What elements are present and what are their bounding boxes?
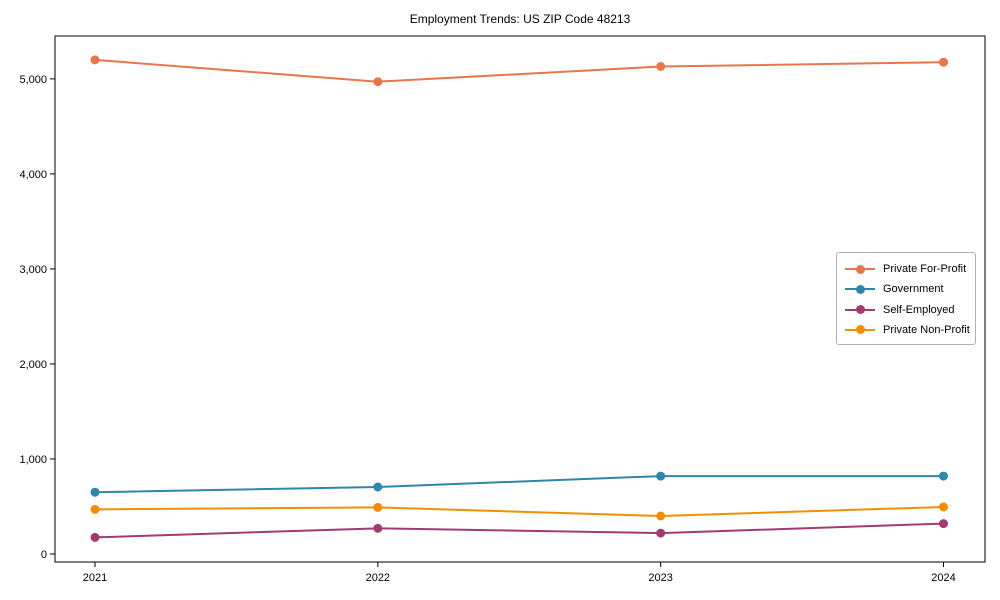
series-line-private-for-profit [94,58,944,83]
legend-label: Private Non-Profit [883,323,970,336]
data-point-private-non-profit [656,511,666,521]
legend-line-marker [845,325,875,335]
y-tick-label: 1,000 [19,454,47,466]
data-point-private-non-profit [373,502,383,512]
legend-item-self-employed: Self-Employed [845,300,967,320]
data-point-private-for-profit [656,61,666,71]
legend-line-marker [845,284,875,294]
x-tick-label: 2022 [366,572,390,584]
axes-frame [54,35,986,563]
y-tick-label: 3,000 [19,264,47,276]
legend-dot-icon [855,325,865,335]
legend-dot-icon [855,305,865,315]
x-tick-label: 2023 [648,572,672,584]
legend-label: Self-Employed [883,303,955,316]
y-tick-label: 5,000 [19,74,47,86]
y-tick-label: 0 [41,549,47,561]
data-point-private-for-profit [938,57,948,67]
data-point-government [656,471,666,481]
data-point-private-for-profit [90,55,100,65]
chart-title: Employment Trends: US ZIP Code 48213 [409,12,631,26]
legend-label: Government [883,283,944,296]
data-point-private-non-profit [938,502,948,512]
x-tick-label: 2021 [83,572,107,584]
data-point-self-employed [90,532,100,542]
legend-dot-icon [855,264,865,274]
y-tick-label: 2,000 [19,359,47,371]
legend-line-marker [845,264,875,274]
legend-line-marker [845,305,875,315]
data-point-self-employed [373,523,383,533]
data-point-government [373,482,383,492]
y-tick-label: 4,000 [19,169,47,181]
x-tick-label: 2024 [931,572,955,584]
data-point-government [90,487,100,497]
legend: Private For-Profit Government Self-Emplo… [836,252,976,345]
series-line-government [94,475,944,494]
legend-dot-icon [855,284,865,294]
legend-item-private-non-profit: Private Non-Profit [845,320,970,340]
data-point-self-employed [938,519,948,529]
series-line-private-non-profit [94,505,944,517]
legend-item-government: Government [845,279,967,299]
data-point-private-for-profit [373,77,383,87]
series-line-self-employed [94,522,944,539]
data-point-private-non-profit [90,504,100,514]
data-point-government [938,471,948,481]
legend-item-private-for-profit: Private For-Profit [845,259,967,279]
data-point-self-employed [656,528,666,538]
legend-label: Private For-Profit [883,263,967,275]
